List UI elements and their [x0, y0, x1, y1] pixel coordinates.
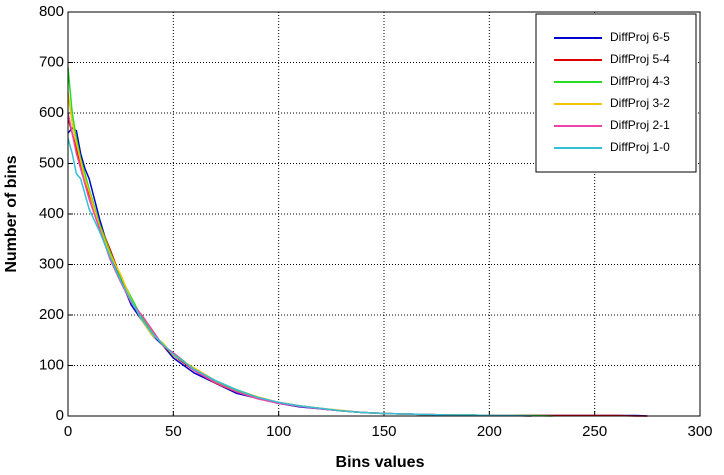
y-tick-label: 100 — [39, 356, 64, 373]
y-tick-label: 300 — [39, 255, 64, 272]
legend-label: DiffProj 2-1 — [610, 118, 670, 132]
legend-label: DiffProj 5-4 — [610, 52, 670, 66]
legend-label: DiffProj 6-5 — [610, 30, 670, 44]
x-axis-label: Bins values — [336, 454, 425, 471]
x-tick-label: 200 — [477, 423, 502, 440]
y-tick-label: 600 — [39, 104, 64, 121]
x-tick-label: 250 — [582, 423, 607, 440]
y-tick-label: 0 — [56, 407, 64, 424]
y-axis-label: Number of bins — [3, 155, 20, 272]
y-tick-label: 800 — [39, 3, 64, 20]
y-tick-label: 700 — [39, 53, 64, 70]
y-tick-label: 500 — [39, 154, 64, 171]
legend-label: DiffProj 3-2 — [610, 96, 670, 110]
x-tick-label: 300 — [687, 423, 712, 440]
x-tick-label: 100 — [266, 423, 291, 440]
legend-label: DiffProj 1-0 — [610, 140, 670, 154]
y-tick-label: 400 — [39, 205, 64, 222]
x-tick-label: 0 — [64, 423, 72, 440]
plot-frame — [67, 11, 701, 417]
legend-box — [535, 13, 697, 173]
series-line — [67, 138, 532, 417]
x-tick-label: 150 — [371, 423, 396, 440]
legend-label: DiffProj 4-3 — [610, 74, 670, 88]
y-tick-label: 200 — [39, 306, 64, 323]
x-tick-label: 50 — [165, 423, 182, 440]
